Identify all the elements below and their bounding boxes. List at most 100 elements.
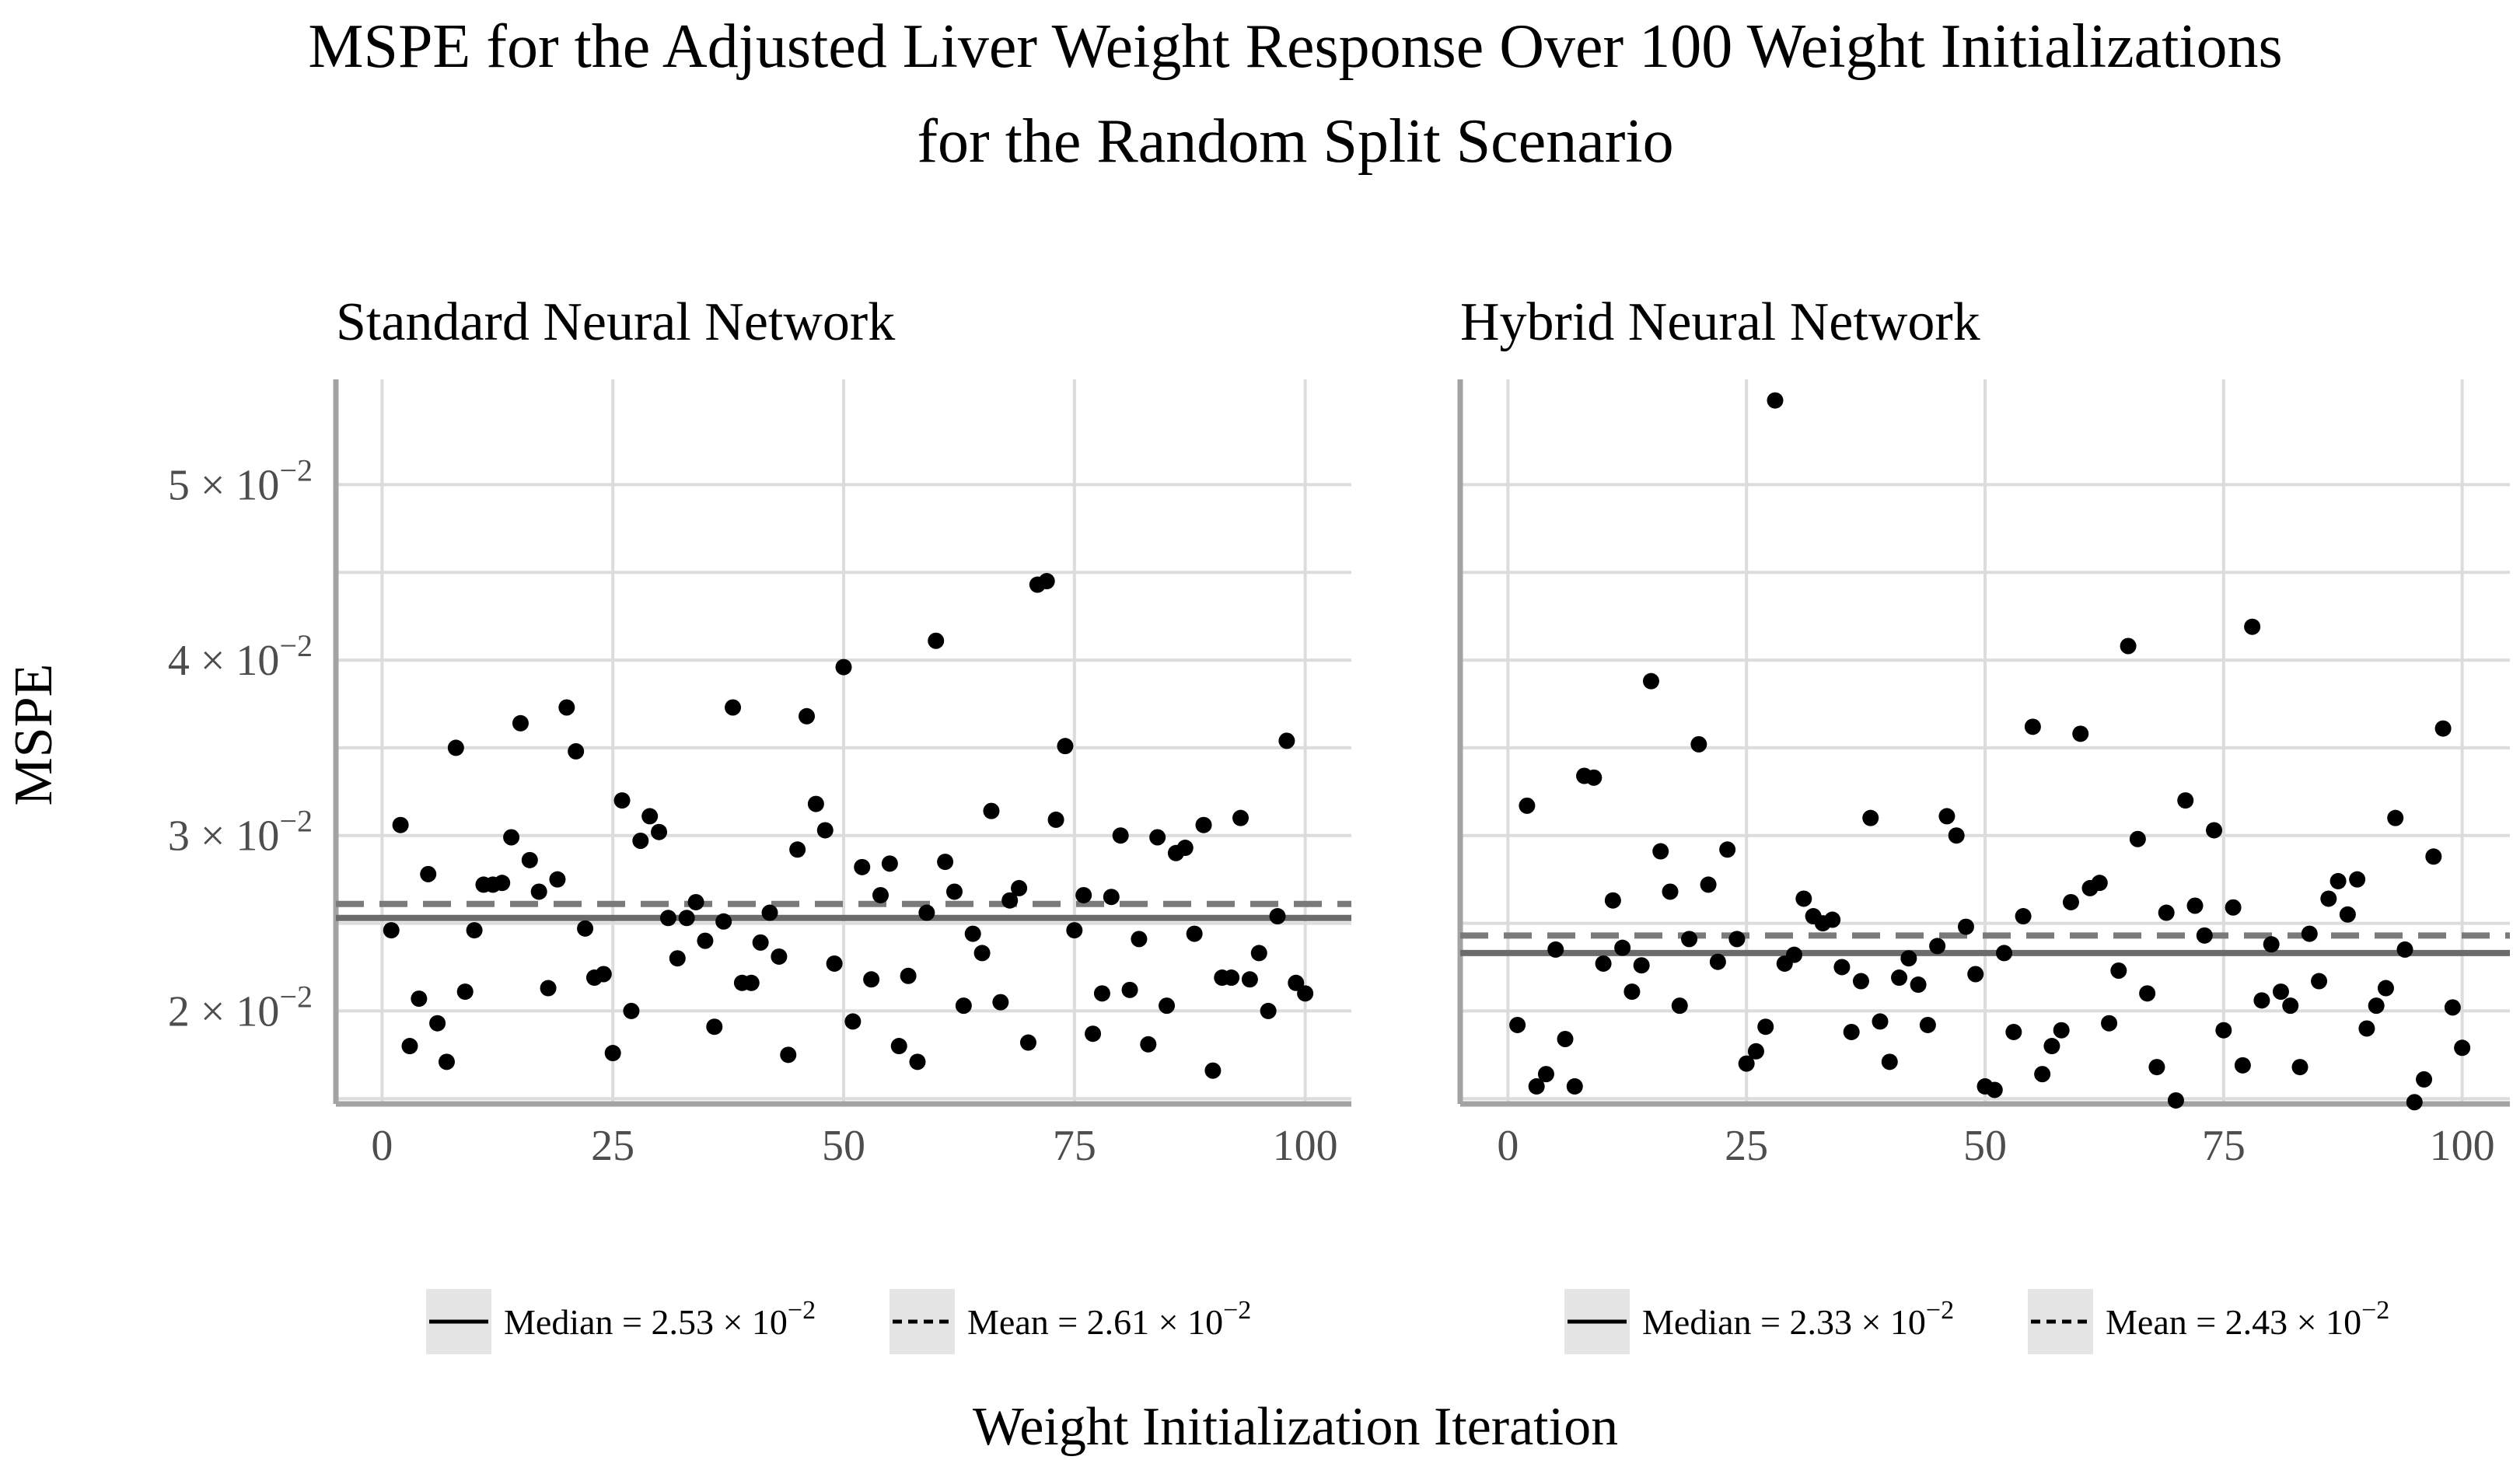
data-point [1528, 1078, 1545, 1095]
data-point [890, 1038, 907, 1055]
data-point [1747, 1043, 1764, 1060]
data-point [918, 904, 935, 921]
data-point [743, 974, 760, 991]
data-point [854, 858, 871, 875]
data-point [2253, 992, 2270, 1009]
data-point [807, 795, 824, 812]
x-tick-label: 0 [371, 1122, 393, 1170]
data-point [928, 632, 945, 649]
data-point [945, 883, 963, 900]
data-point [1690, 735, 1707, 753]
y-tick-label: 3 × 10−2 [168, 804, 313, 861]
data-point [1509, 1016, 1526, 1033]
x-tick-label: 75 [1053, 1122, 1096, 1170]
data-point [835, 658, 852, 676]
data-point [1121, 981, 1138, 998]
data-point [1652, 843, 1669, 860]
data-point [420, 865, 437, 882]
data-point [1066, 922, 1083, 939]
data-point [2158, 904, 2175, 921]
data-point [659, 910, 676, 927]
data-point [1786, 946, 1803, 963]
main-title-line1: MSPE for the Adjusted Liver Weight Respo… [308, 12, 2282, 81]
data-point [955, 997, 972, 1015]
data-point [1872, 1013, 1889, 1030]
data-point [503, 829, 520, 846]
data-point [983, 802, 1000, 819]
data-point [1862, 809, 1879, 826]
data-point [2377, 980, 2394, 997]
data-point [2416, 1071, 2433, 1088]
data-point [1537, 1066, 1554, 1083]
data-point [466, 922, 483, 939]
data-point [1957, 918, 1974, 935]
data-point [687, 893, 704, 910]
data-point [577, 920, 594, 937]
data-point [1633, 957, 1650, 974]
data-point [2387, 809, 2404, 826]
data-point [1085, 1025, 1102, 1043]
data-point [1728, 931, 1746, 948]
data-point [1719, 841, 1736, 858]
data-point [530, 883, 547, 900]
x-tick-label: 25 [591, 1122, 634, 1170]
data-point [1919, 1016, 1936, 1033]
data-point [1938, 808, 1956, 825]
data-point [669, 950, 686, 967]
data-point [2110, 962, 2127, 979]
data-point [549, 871, 566, 888]
data-point [2444, 999, 2461, 1016]
data-point [2043, 1038, 2060, 1055]
data-point [706, 1018, 723, 1036]
legend-label-median: Median = 2.33 × 10−2 [1642, 1296, 1954, 1342]
data-point [1519, 797, 1536, 814]
panel-2: Hybrid Neural Network 0 25 50 75 100 Median = … [1457, 292, 2510, 1354]
x-tick-label: 100 [1273, 1122, 1338, 1170]
data-point [1881, 1053, 1898, 1071]
data-point [1159, 997, 1176, 1015]
data-point [771, 948, 788, 965]
x-tick-label: 0 [1497, 1122, 1519, 1170]
data-point [1700, 876, 1717, 893]
data-point [2272, 983, 2289, 1001]
data-point [2206, 822, 2223, 839]
data-point [2454, 1039, 2471, 1057]
data-point [1241, 971, 1258, 988]
data-point [1260, 1002, 1277, 1019]
main-title-line2: for the Random Split Scenario [917, 107, 1673, 176]
data-point [1623, 983, 1641, 1001]
data-point [1557, 1031, 1574, 1048]
data-point [2301, 925, 2318, 942]
data-point [604, 1045, 621, 1062]
data-point [1585, 769, 1603, 786]
y-tick-label: 4 × 10−2 [168, 628, 313, 685]
panels: Standard Neural Network 0 25 50 75 100 2 × 10−… [168, 292, 2510, 1354]
data-point [2311, 973, 2328, 990]
data-point [494, 875, 511, 892]
data-point [1176, 840, 1194, 857]
legend-label-mean: Mean = 2.61 × 10−2 [967, 1296, 1251, 1342]
data-point [2291, 1059, 2309, 1076]
x-tick-label: 50 [1963, 1122, 2007, 1170]
data-point [2053, 1022, 2070, 1039]
data-point [2358, 1020, 2375, 1037]
data-point [799, 707, 816, 725]
data-point [2167, 1092, 2184, 1109]
data-point [2024, 718, 2041, 735]
data-point [568, 742, 585, 760]
data-point [678, 910, 695, 927]
data-point [1604, 892, 1621, 909]
data-point [1140, 1036, 1157, 1053]
data-point [558, 699, 575, 716]
data-point [1038, 573, 1055, 590]
legend: Median = 2.33 × 10−2 Mean = 2.43 × 10−2 [1564, 1289, 2389, 1354]
data-point [2425, 848, 2442, 865]
data-point [2225, 899, 2242, 916]
data-point [1093, 985, 1110, 1002]
data-point [2396, 941, 2413, 958]
data-point [1833, 959, 1851, 976]
data-point [1967, 966, 1984, 983]
data-point [881, 855, 898, 872]
data-point [826, 955, 843, 972]
